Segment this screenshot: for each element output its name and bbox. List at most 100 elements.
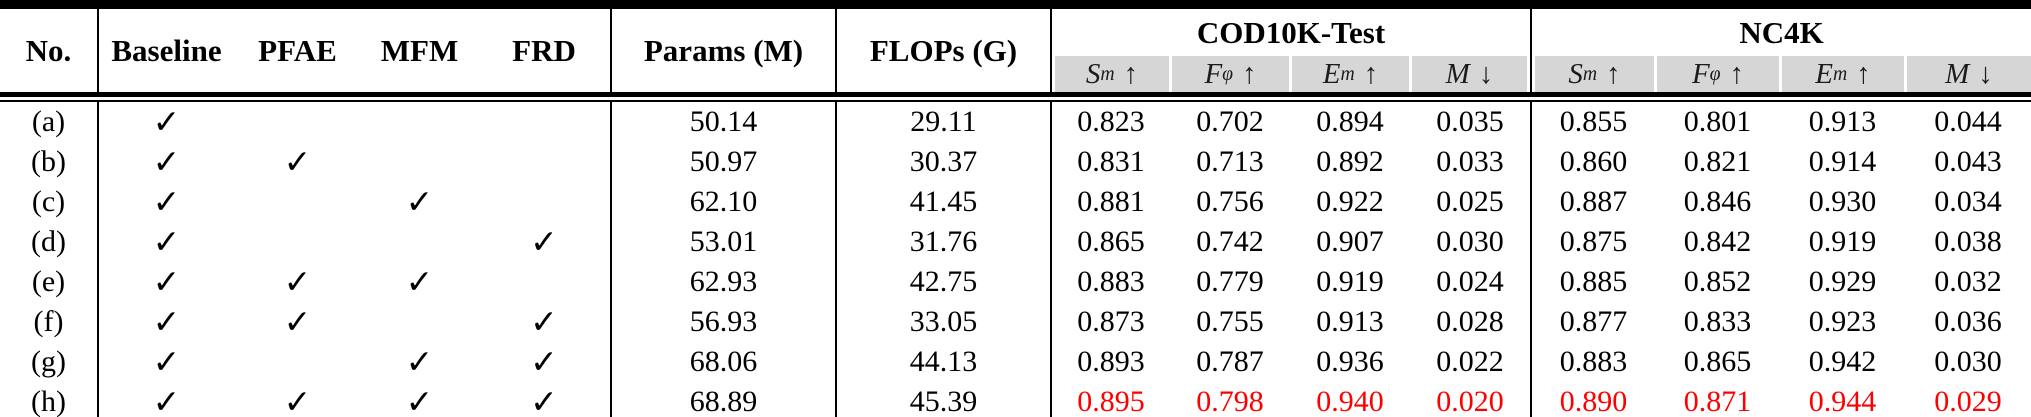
metric-value: 0.022 xyxy=(1436,345,1504,378)
row-label: (a) xyxy=(31,105,66,138)
row-label: (e) xyxy=(31,265,66,298)
down-arrow-icon: ↓ xyxy=(1978,57,1993,90)
row-label: (g) xyxy=(31,345,66,378)
check-baseline: ✓ xyxy=(97,302,234,342)
check-frd xyxy=(478,142,610,182)
check-mfm: ✓ xyxy=(405,385,434,417)
metric-symbol: F xyxy=(1691,57,1710,90)
table-row: (g) ✓ ✓ ✓ 68.06 44.13 0.893 0.787 0.936 … xyxy=(0,342,2031,382)
metric-value: 0.883 xyxy=(1530,342,1655,382)
metric-value: 0.756 xyxy=(1196,185,1264,218)
up-arrow-icon: ↑ xyxy=(1856,57,1871,90)
row-label: (b) xyxy=(31,145,66,178)
metric-value: 0.893 xyxy=(1050,342,1170,382)
metric-value: 0.787 xyxy=(1196,345,1264,378)
metric-value: 0.860 xyxy=(1530,142,1655,182)
metric-value: 0.821 xyxy=(1683,145,1752,178)
params-value: 62.93 xyxy=(610,262,835,302)
metric-value: 0.032 xyxy=(1934,265,2002,298)
metric-value-best: 0.871 xyxy=(1683,385,1752,417)
metric-value: 0.865 xyxy=(1683,345,1752,378)
metric-value: 0.842 xyxy=(1683,225,1752,258)
metric-value: 0.865 xyxy=(1050,222,1170,262)
metric-value: 0.846 xyxy=(1683,185,1752,218)
metric-value: 0.914 xyxy=(1808,145,1877,178)
check-mfm xyxy=(361,222,478,262)
metric-value: 0.030 xyxy=(1436,225,1504,258)
col-header-mfm: MFM xyxy=(361,9,478,97)
metric-value-best: 0.940 xyxy=(1316,385,1384,417)
metric-value: 0.855 xyxy=(1530,102,1655,142)
metric-value: 0.881 xyxy=(1050,182,1170,222)
metric-value: 0.043 xyxy=(1934,145,2002,178)
metric-value: 0.033 xyxy=(1436,145,1504,178)
metric-value: 0.833 xyxy=(1683,305,1752,338)
metric-value: 0.923 xyxy=(1808,305,1877,338)
check-baseline: ✓ xyxy=(97,382,234,417)
metric-value: 0.885 xyxy=(1530,262,1655,302)
flops-value: 29.11 xyxy=(835,102,1050,142)
flops-value: 31.76 xyxy=(835,222,1050,262)
table-body: (a) ✓ 50.14 29.11 0.823 0.702 0.894 0.03… xyxy=(0,97,2031,417)
table-row: (a) ✓ 50.14 29.11 0.823 0.702 0.894 0.03… xyxy=(0,102,2031,142)
metric-value-best: 0.944 xyxy=(1808,385,1877,417)
metric-value: 0.892 xyxy=(1316,145,1384,178)
row-label: (c) xyxy=(31,185,66,218)
metric-value: 0.930 xyxy=(1808,185,1877,218)
metric-value: 0.034 xyxy=(1934,185,2002,218)
metric-value: 0.801 xyxy=(1683,105,1752,138)
params-value: 50.97 xyxy=(610,142,835,182)
check-frd xyxy=(478,182,610,222)
metric-value: 0.922 xyxy=(1316,185,1384,218)
metric-header-mae: M ↓ xyxy=(1410,56,1530,97)
flops-value: 45.39 xyxy=(835,382,1050,417)
group-header-nc4k: NC4K xyxy=(1530,9,2031,56)
up-arrow-icon: ↑ xyxy=(1729,57,1745,90)
check-frd: ✓ xyxy=(530,345,558,381)
check-pfae xyxy=(234,342,361,382)
metric-value: 0.755 xyxy=(1196,305,1264,338)
check-frd xyxy=(478,262,610,302)
metric-value: 0.913 xyxy=(1316,305,1384,338)
check-mfm: ✓ xyxy=(405,185,434,221)
up-arrow-icon: ↑ xyxy=(1363,57,1379,90)
metric-value: 0.713 xyxy=(1196,145,1264,178)
params-value: 56.93 xyxy=(610,302,835,342)
down-arrow-icon: ↓ xyxy=(1478,57,1494,90)
check-baseline: ✓ xyxy=(97,222,234,262)
check-frd xyxy=(478,102,610,142)
metric-symbol: S xyxy=(1085,57,1101,90)
flops-value: 33.05 xyxy=(835,302,1050,342)
metric-value: 0.038 xyxy=(1934,225,2002,258)
table-row: (c) ✓ ✓ 62.10 41.45 0.881 0.756 0.922 0.… xyxy=(0,182,2031,222)
check-frd: ✓ xyxy=(530,305,558,341)
params-value: 53.01 xyxy=(610,222,835,262)
metric-value: 0.823 xyxy=(1050,102,1170,142)
metric-value: 0.913 xyxy=(1808,105,1877,138)
metric-value: 0.919 xyxy=(1808,225,1877,258)
params-value: 50.14 xyxy=(610,102,835,142)
check-pfae: ✓ xyxy=(283,305,312,341)
group-header-cod10k: COD10K-Test xyxy=(1050,9,1530,56)
check-mfm: ✓ xyxy=(405,265,434,301)
table-row: (f) ✓ ✓ ✓ 56.93 33.05 0.873 0.755 0.913 … xyxy=(0,302,2031,342)
metric-value: 0.907 xyxy=(1316,225,1384,258)
col-header-frd: FRD xyxy=(478,9,610,97)
metric-value: 0.942 xyxy=(1808,345,1877,378)
metric-symbol: F xyxy=(1204,57,1223,90)
metric-value-best: 0.020 xyxy=(1436,385,1504,417)
metric-value: 0.036 xyxy=(1934,305,2002,338)
check-frd: ✓ xyxy=(530,385,558,417)
metric-value: 0.035 xyxy=(1436,105,1504,138)
check-baseline: ✓ xyxy=(97,182,234,222)
metric-value: 0.875 xyxy=(1530,222,1655,262)
metric-value-best: 0.798 xyxy=(1196,385,1264,417)
double-rule-thin-line xyxy=(0,100,2031,102)
metric-value: 0.025 xyxy=(1436,185,1504,218)
metric-value: 0.024 xyxy=(1436,265,1504,298)
col-header-flops: FLOPs (G) xyxy=(835,9,1050,97)
